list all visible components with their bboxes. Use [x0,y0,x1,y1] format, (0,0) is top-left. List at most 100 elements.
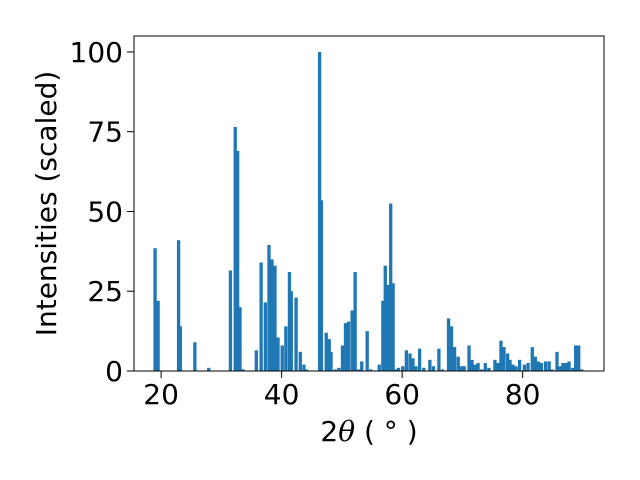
bar [207,367,211,371]
bar [577,345,581,371]
bar [530,347,534,371]
bar [536,361,540,371]
bar [343,323,348,371]
bar [360,361,364,371]
bar [452,347,457,371]
bar [287,272,292,371]
bar [467,345,471,371]
bar [317,51,322,371]
bar [483,363,487,371]
bar [456,356,460,371]
y-tick-label: 50 [87,195,123,228]
bar [517,359,522,371]
bar [270,259,274,371]
bar [533,356,537,371]
bar [543,361,548,371]
bar [365,331,369,371]
bar [235,150,240,371]
bar [470,359,474,371]
bar [381,300,385,371]
bar [396,367,401,371]
bar [580,369,584,371]
bar [414,366,418,371]
x-axis-label-unit: ( ° ) [355,415,418,448]
bar [156,300,160,371]
bar [574,345,578,371]
bar [496,363,500,371]
bar [480,369,484,371]
bar [346,321,351,371]
bar [353,272,357,371]
bar [176,240,181,371]
bar [514,366,518,371]
bar [241,369,245,371]
bar [280,345,284,371]
bar [153,248,157,371]
bar [273,265,277,371]
x-axis-label-theta: θ [338,415,355,448]
bar [228,270,233,371]
bar [431,366,436,371]
bar [340,345,345,371]
bar [327,339,331,371]
bar-series [153,51,584,372]
bar [408,353,412,371]
bar [401,366,405,371]
bar [473,364,477,371]
bar [294,297,298,371]
bar [369,369,373,371]
x-axis: 20 40 60 80 [143,371,540,411]
bar [422,367,426,371]
bar [238,307,242,371]
x-tick-label: 80 [505,378,541,411]
bar [329,351,333,371]
bar [350,310,354,371]
bar [446,318,451,371]
bar [564,363,568,371]
bar [487,367,491,371]
y-tick-label: 75 [87,116,123,149]
bar [391,283,395,371]
bar [254,350,258,371]
bar [233,126,237,372]
bar [571,367,575,371]
bar [298,351,302,371]
bar [178,326,183,371]
bar [567,361,571,371]
bar [302,364,306,371]
bar [555,351,559,371]
bar [539,363,543,371]
bar [411,358,415,371]
bar [377,364,381,371]
bar [502,347,506,371]
bar [263,302,268,371]
y-tick-label: 100 [70,36,123,69]
bar [319,200,324,371]
bar [383,265,387,371]
bar [505,353,510,371]
bar [561,363,565,371]
bar [499,340,503,371]
bar [417,348,422,371]
x-axis-label-prefix: 2 [320,415,338,448]
x-tick-label: 20 [143,378,179,411]
bar [440,369,445,371]
bar [284,326,288,371]
bar [526,363,530,371]
bar [511,364,515,371]
bar [324,332,328,371]
bar [193,342,197,371]
bar [493,359,497,371]
bar [259,262,263,371]
bar [522,364,527,371]
bar [333,369,337,371]
y-tick-label: 25 [87,275,123,308]
bar [289,291,293,371]
bar [428,359,432,371]
y-tick-label: 0 [105,355,123,388]
bar [393,369,398,371]
x-axis-label: 2θ ( ° ) [320,415,417,448]
y-axis: 0 25 50 75 100 [70,36,134,388]
bar [462,366,466,371]
